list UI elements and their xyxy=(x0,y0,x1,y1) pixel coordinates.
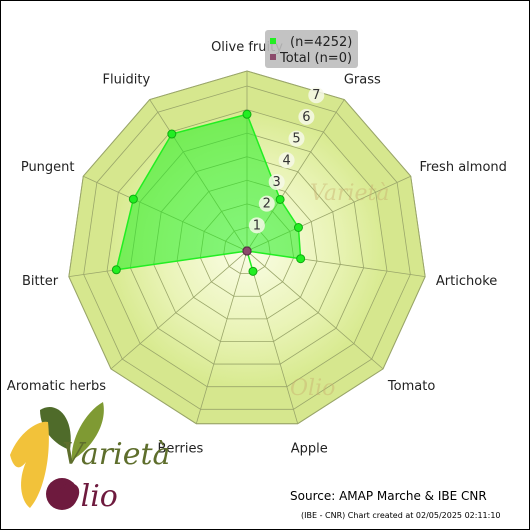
grid-ring-7 xyxy=(83,85,411,410)
axis-label-9: Pungent xyxy=(21,160,75,175)
legend-box xyxy=(265,30,358,68)
tick-label-7: 7 xyxy=(312,88,320,103)
tick-label-5: 5 xyxy=(292,132,300,147)
logo-number-one xyxy=(10,421,49,508)
tick-label-1: 1 xyxy=(253,218,261,233)
axis-label-4: Tomato xyxy=(387,379,435,394)
tick-bg-7 xyxy=(308,87,325,104)
logo-leaf-light xyxy=(71,402,104,460)
axis-label-7: Aromatic herbs xyxy=(7,379,106,394)
logo-text-varieta: Varietà xyxy=(62,437,170,472)
data-point-s1-3 xyxy=(296,254,306,264)
watermark-olio: Olio xyxy=(290,376,335,401)
legend-label-series-2: Total (n=0) xyxy=(279,51,352,66)
data-point-s1-9 xyxy=(128,194,138,204)
axis-label-3: Artichoke xyxy=(436,274,497,289)
axis-label-5: Apple xyxy=(291,442,328,457)
tick-label-4: 4 xyxy=(282,153,290,168)
credit-text: (IBE - CNR) Chart created at 02/05/2025 … xyxy=(301,511,501,520)
axis-label-2: Fresh almond xyxy=(419,160,506,175)
data-point-s1-1 xyxy=(275,194,285,204)
spoke-7 xyxy=(110,250,248,370)
axis-label-6: Berries xyxy=(157,442,203,457)
grid-ring-6 xyxy=(106,109,388,388)
data-point-s1-10 xyxy=(167,129,177,139)
data-point-s1-5 xyxy=(248,266,258,276)
tick-bg-3 xyxy=(268,173,285,190)
axis-label-8: Bitter xyxy=(22,274,59,289)
tick-bg-6 xyxy=(298,108,315,125)
tick-label-3: 3 xyxy=(273,175,281,190)
data-point-s1-8 xyxy=(111,265,121,275)
logo-text-olio: Olio xyxy=(56,479,118,514)
tick-bg-4 xyxy=(278,152,295,169)
legend-swatch-series-1 xyxy=(270,38,276,44)
tick-label-6: 6 xyxy=(302,110,310,125)
data-point-s2-10 xyxy=(242,246,252,256)
logo-olive xyxy=(46,478,78,510)
spoke-6 xyxy=(195,250,248,424)
legend-label-series-1: (n=4252) xyxy=(290,35,352,50)
legend-swatch-series-2 xyxy=(270,54,276,60)
axis-label-1: Grass xyxy=(344,73,381,88)
tick-bg-5 xyxy=(288,130,305,147)
tick-bg-1 xyxy=(248,217,265,234)
data-point-s1-0 xyxy=(242,109,252,119)
axis-label-10: Fluidity xyxy=(103,73,151,88)
grid-ring-outer xyxy=(68,70,426,425)
tick-bg-2 xyxy=(258,195,275,212)
data-point-s1-2 xyxy=(293,222,303,232)
watermark-varieta: Varietà xyxy=(310,181,390,206)
legend: (n=4252) Total (n=0) xyxy=(265,30,358,68)
tick-label-2: 2 xyxy=(263,197,271,212)
spoke-4 xyxy=(246,250,384,370)
source-text: Source: AMAP Marche & IBE CNR xyxy=(290,489,487,503)
varieta-olio-logo: Varietà Olio xyxy=(10,402,170,514)
spoke-5 xyxy=(246,250,299,424)
logo-leaf-dark xyxy=(40,406,71,450)
